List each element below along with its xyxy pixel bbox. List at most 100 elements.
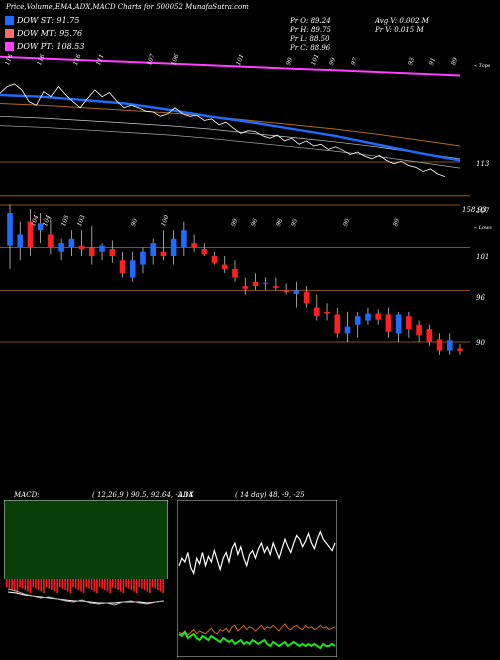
macd-histogram-bar	[119, 579, 122, 592]
candle-body	[375, 313, 381, 320]
adx-title: ADX	[178, 491, 194, 499]
macd-histogram-bar	[27, 579, 29, 592]
macd-histogram-bar	[149, 579, 151, 593]
ema-aux-line-1	[0, 115, 461, 160]
candle-body	[273, 286, 279, 288]
macd-histogram-bar	[130, 579, 133, 590]
stat-low: Pr L: 88.50	[290, 35, 330, 43]
macd-histogram-bar	[104, 579, 106, 590]
candle-body	[181, 230, 187, 248]
macd-histogram-bar	[138, 579, 141, 587]
price-chart	[0, 55, 470, 355]
macd-line	[7, 588, 165, 606]
macd-histogram-bar	[72, 579, 74, 587]
candle-body	[252, 281, 259, 287]
candle-body	[293, 290, 300, 294]
candle-body	[201, 249, 208, 255]
candle-body	[109, 249, 116, 256]
macd-histogram-bar	[93, 579, 96, 592]
lows-side-label: « Lows	[474, 225, 492, 231]
macd-histogram-bar	[154, 579, 156, 589]
macd-histogram-bar	[80, 579, 82, 592]
macd-histogram-bar	[162, 579, 164, 593]
candle-body	[303, 292, 310, 304]
candle-body	[283, 290, 289, 293]
macd-histogram-bar	[24, 579, 27, 590]
candle-body	[211, 256, 218, 263]
candle-body	[446, 340, 453, 351]
macd-histogram-bar	[32, 579, 35, 587]
macd-histogram-bar	[21, 579, 24, 589]
macd-histogram-bar	[77, 579, 80, 590]
candle-body	[119, 260, 126, 274]
macd-histogram-bar	[13, 579, 16, 592]
candle-body	[232, 268, 238, 278]
stat-close: Pr C: 88.96	[290, 44, 331, 52]
macd-histogram-bar	[53, 579, 56, 592]
candle-body	[89, 247, 95, 256]
macd-histogram-bar	[35, 579, 37, 589]
candle-body	[170, 238, 177, 256]
tops-side-label: « Tops	[474, 63, 491, 69]
macd-histogram-bar	[127, 579, 130, 589]
macd-histogram-bar	[159, 579, 162, 592]
stat-avg-volume: Avg V: 0.002 M	[375, 17, 429, 25]
macd-histogram-bar	[88, 579, 90, 589]
ema-pt-line	[0, 55, 461, 77]
macd-histogram-bar	[40, 579, 43, 592]
mid-price-label-107: 107	[476, 207, 490, 215]
adx-di-plus-line	[178, 529, 336, 576]
candle-body	[324, 311, 330, 314]
macd-histogram-bar	[66, 579, 69, 592]
candle-body	[314, 307, 320, 317]
mid-price-label-101: 101	[476, 253, 490, 261]
stat-volume: Pr V: 0.015 M	[375, 26, 424, 34]
macd-histogram-bar	[101, 579, 103, 589]
macd-histogram-bar	[90, 579, 93, 590]
adx-params: ( 14 day) 48, -9, -25	[235, 491, 305, 499]
candle-body	[37, 223, 44, 231]
candle-body	[160, 251, 167, 256]
legend-label-mt: DOW MT: 95.76	[17, 29, 83, 38]
macd-histogram-bar	[43, 579, 45, 593]
candle-body	[354, 316, 361, 325]
close-price-line	[0, 83, 446, 177]
macd-chart	[4, 500, 168, 657]
top-price-label-15893: 158.93	[462, 206, 487, 214]
macd-histogram-bar	[122, 579, 125, 593]
macd-histogram-bar	[16, 579, 19, 593]
candle-body	[436, 339, 443, 351]
candle-body	[7, 213, 13, 246]
legend-label-st: DOW ST: 91.75	[17, 16, 80, 25]
candle-body	[140, 251, 146, 265]
candle-body	[68, 238, 75, 248]
candle-body	[262, 282, 269, 284]
macd-histogram-bar	[69, 579, 72, 593]
stat-open: Pr O: 89.24	[290, 17, 331, 25]
top-price-label-113: 113	[476, 160, 490, 168]
adx-chart	[177, 500, 337, 657]
candle-body	[191, 243, 197, 248]
macd-histogram-bar	[51, 579, 53, 590]
candle-body	[426, 329, 433, 342]
macd-histogram-bar	[74, 579, 77, 589]
candle-body	[365, 313, 371, 321]
macd-histogram-bar	[98, 579, 101, 587]
macd-histogram-bar	[135, 579, 138, 593]
candle-body	[17, 234, 24, 248]
macd-histogram-bar	[11, 579, 13, 590]
macd-histogram-bar	[61, 579, 64, 589]
candle-body	[457, 348, 463, 351]
legend-label-pt: DOW PT: 108.53	[17, 42, 85, 51]
macd-histogram-bar	[133, 579, 135, 592]
candle-body	[27, 221, 34, 248]
macd-histogram-bar	[151, 579, 154, 587]
macd-histogram-bar	[59, 579, 61, 587]
adx-di-minus-line	[178, 623, 336, 636]
candle-body	[395, 314, 402, 334]
macd-histogram-bar	[82, 579, 85, 593]
candle-body	[58, 243, 64, 252]
macd-histogram-bar	[143, 579, 146, 590]
candle-body	[334, 314, 341, 334]
mid-price-label-90: 90	[476, 339, 485, 347]
